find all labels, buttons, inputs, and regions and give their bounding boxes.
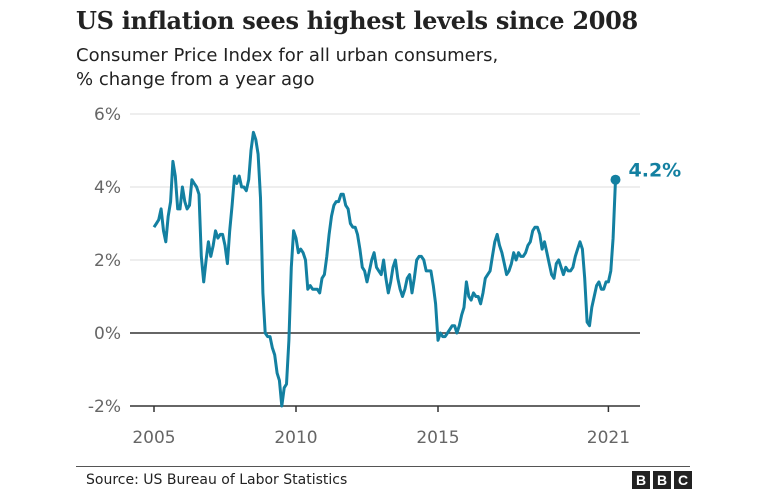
y-tick-label: 2%: [94, 251, 121, 271]
y-tick-label: 6%: [94, 105, 121, 125]
x-axis-ticks: 2005 2010 2015 2021: [132, 406, 630, 448]
x-tick-label: 2005: [132, 428, 175, 448]
bbc-logo-b1: B: [632, 471, 650, 489]
y-tick-label: -2%: [88, 397, 121, 417]
latest-value-point: [610, 174, 621, 185]
chart-title: US inflation sees highest levels since 2…: [76, 6, 638, 35]
cpi-series-line: [152, 130, 617, 408]
subtitle-line-1: Consumer Price Index for all urban consu…: [76, 45, 499, 66]
x-tick-label: 2021: [587, 428, 630, 448]
bbc-logo: B B C: [632, 471, 692, 489]
y-tick-label: 4%: [94, 178, 121, 198]
footer-divider: [76, 466, 690, 467]
bbc-logo-c: C: [674, 471, 692, 489]
source-note: Source: US Bureau of Labor Statistics: [86, 472, 348, 488]
x-tick-label: 2010: [274, 428, 317, 448]
chart-subtitle: Consumer Price Index for all urban consu…: [76, 44, 676, 92]
latest-value-label: 4.2%: [629, 160, 682, 182]
x-tick-label: 2015: [416, 428, 459, 448]
y-axis-ticks: 6% 4% 2% 0% -2%: [88, 105, 121, 417]
bbc-logo-b2: B: [653, 471, 671, 489]
y-tick-label: 0%: [94, 324, 121, 344]
subtitle-line-2: % change from a year ago: [76, 69, 315, 90]
